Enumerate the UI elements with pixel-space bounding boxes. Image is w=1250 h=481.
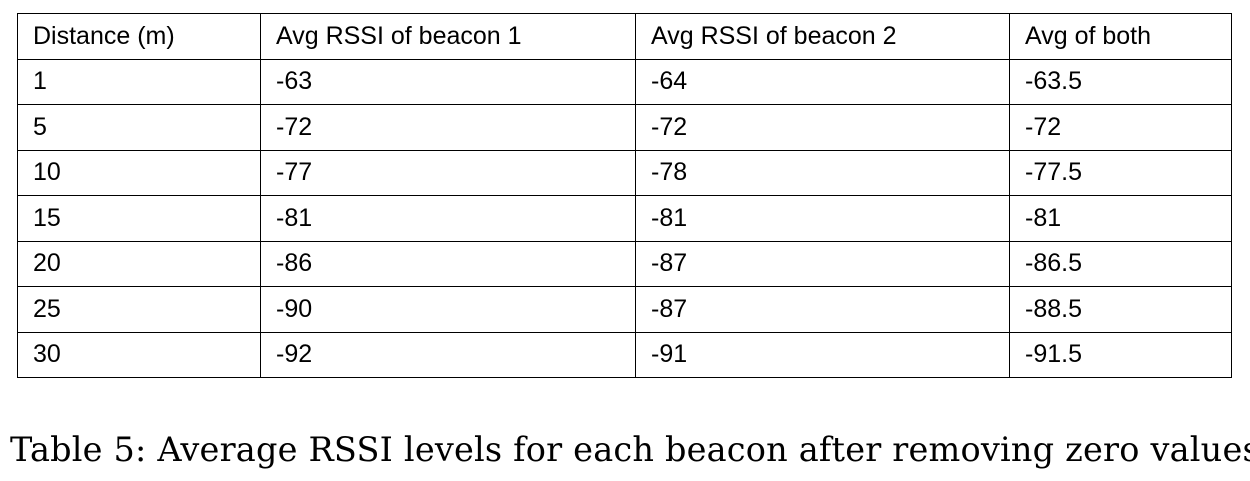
table-row: 20 -86 -87 -86.5 (17, 240, 1232, 287)
cell-beacon-2: -64 (635, 58, 1010, 105)
cell-distance: 25 (17, 286, 261, 333)
cell-beacon-2: -72 (635, 104, 1010, 151)
table-row: 10 -77 -78 -77.5 (17, 149, 1232, 196)
cell-avg-both: -77.5 (1009, 149, 1232, 196)
cell-beacon-1: -90 (260, 286, 636, 333)
cell-beacon-1: -81 (260, 195, 636, 242)
cell-avg-both: -81 (1009, 195, 1232, 242)
table-caption: Table 5: Average RSSI levels for each be… (10, 430, 1250, 469)
cell-distance: 20 (17, 240, 261, 287)
cell-avg-both: -91.5 (1009, 331, 1232, 378)
cell-distance: 15 (17, 195, 261, 242)
cell-beacon-1: -77 (260, 149, 636, 196)
cell-beacon-2: -91 (635, 331, 1010, 378)
cell-beacon-1: -92 (260, 331, 636, 378)
table-row: 15 -81 -81 -81 (17, 195, 1232, 242)
cell-distance: 5 (17, 104, 261, 151)
table-row: 30 -92 -91 -91.5 (17, 331, 1232, 378)
table-row: 1 -63 -64 -63.5 (17, 58, 1232, 105)
cell-beacon-2: -87 (635, 240, 1010, 287)
cell-distance: 30 (17, 331, 261, 378)
table-row: 5 -72 -72 -72 (17, 104, 1232, 151)
cell-beacon-2: -78 (635, 149, 1010, 196)
cell-distance: 10 (17, 149, 261, 196)
cell-beacon-2: -81 (635, 195, 1010, 242)
table-row: 25 -90 -87 -88.5 (17, 286, 1232, 333)
table-header-row: Distance (m) Avg RSSI of beacon 1 Avg RS… (17, 13, 1232, 60)
cell-avg-both: -63.5 (1009, 58, 1232, 105)
header-distance: Distance (m) (17, 13, 261, 60)
cell-avg-both: -86.5 (1009, 240, 1232, 287)
rssi-table-container: Distance (m) Avg RSSI of beacon 1 Avg RS… (17, 13, 1232, 378)
cell-beacon-1: -72 (260, 104, 636, 151)
cell-beacon-2: -87 (635, 286, 1010, 333)
cell-beacon-1: -63 (260, 58, 636, 105)
header-avg-both: Avg of both (1009, 13, 1232, 60)
cell-distance: 1 (17, 58, 261, 105)
cell-avg-both: -88.5 (1009, 286, 1232, 333)
rssi-table: Distance (m) Avg RSSI of beacon 1 Avg RS… (17, 13, 1232, 378)
header-beacon-1: Avg RSSI of beacon 1 (260, 13, 636, 60)
cell-beacon-1: -86 (260, 240, 636, 287)
cell-avg-both: -72 (1009, 104, 1232, 151)
header-beacon-2: Avg RSSI of beacon 2 (635, 13, 1010, 60)
